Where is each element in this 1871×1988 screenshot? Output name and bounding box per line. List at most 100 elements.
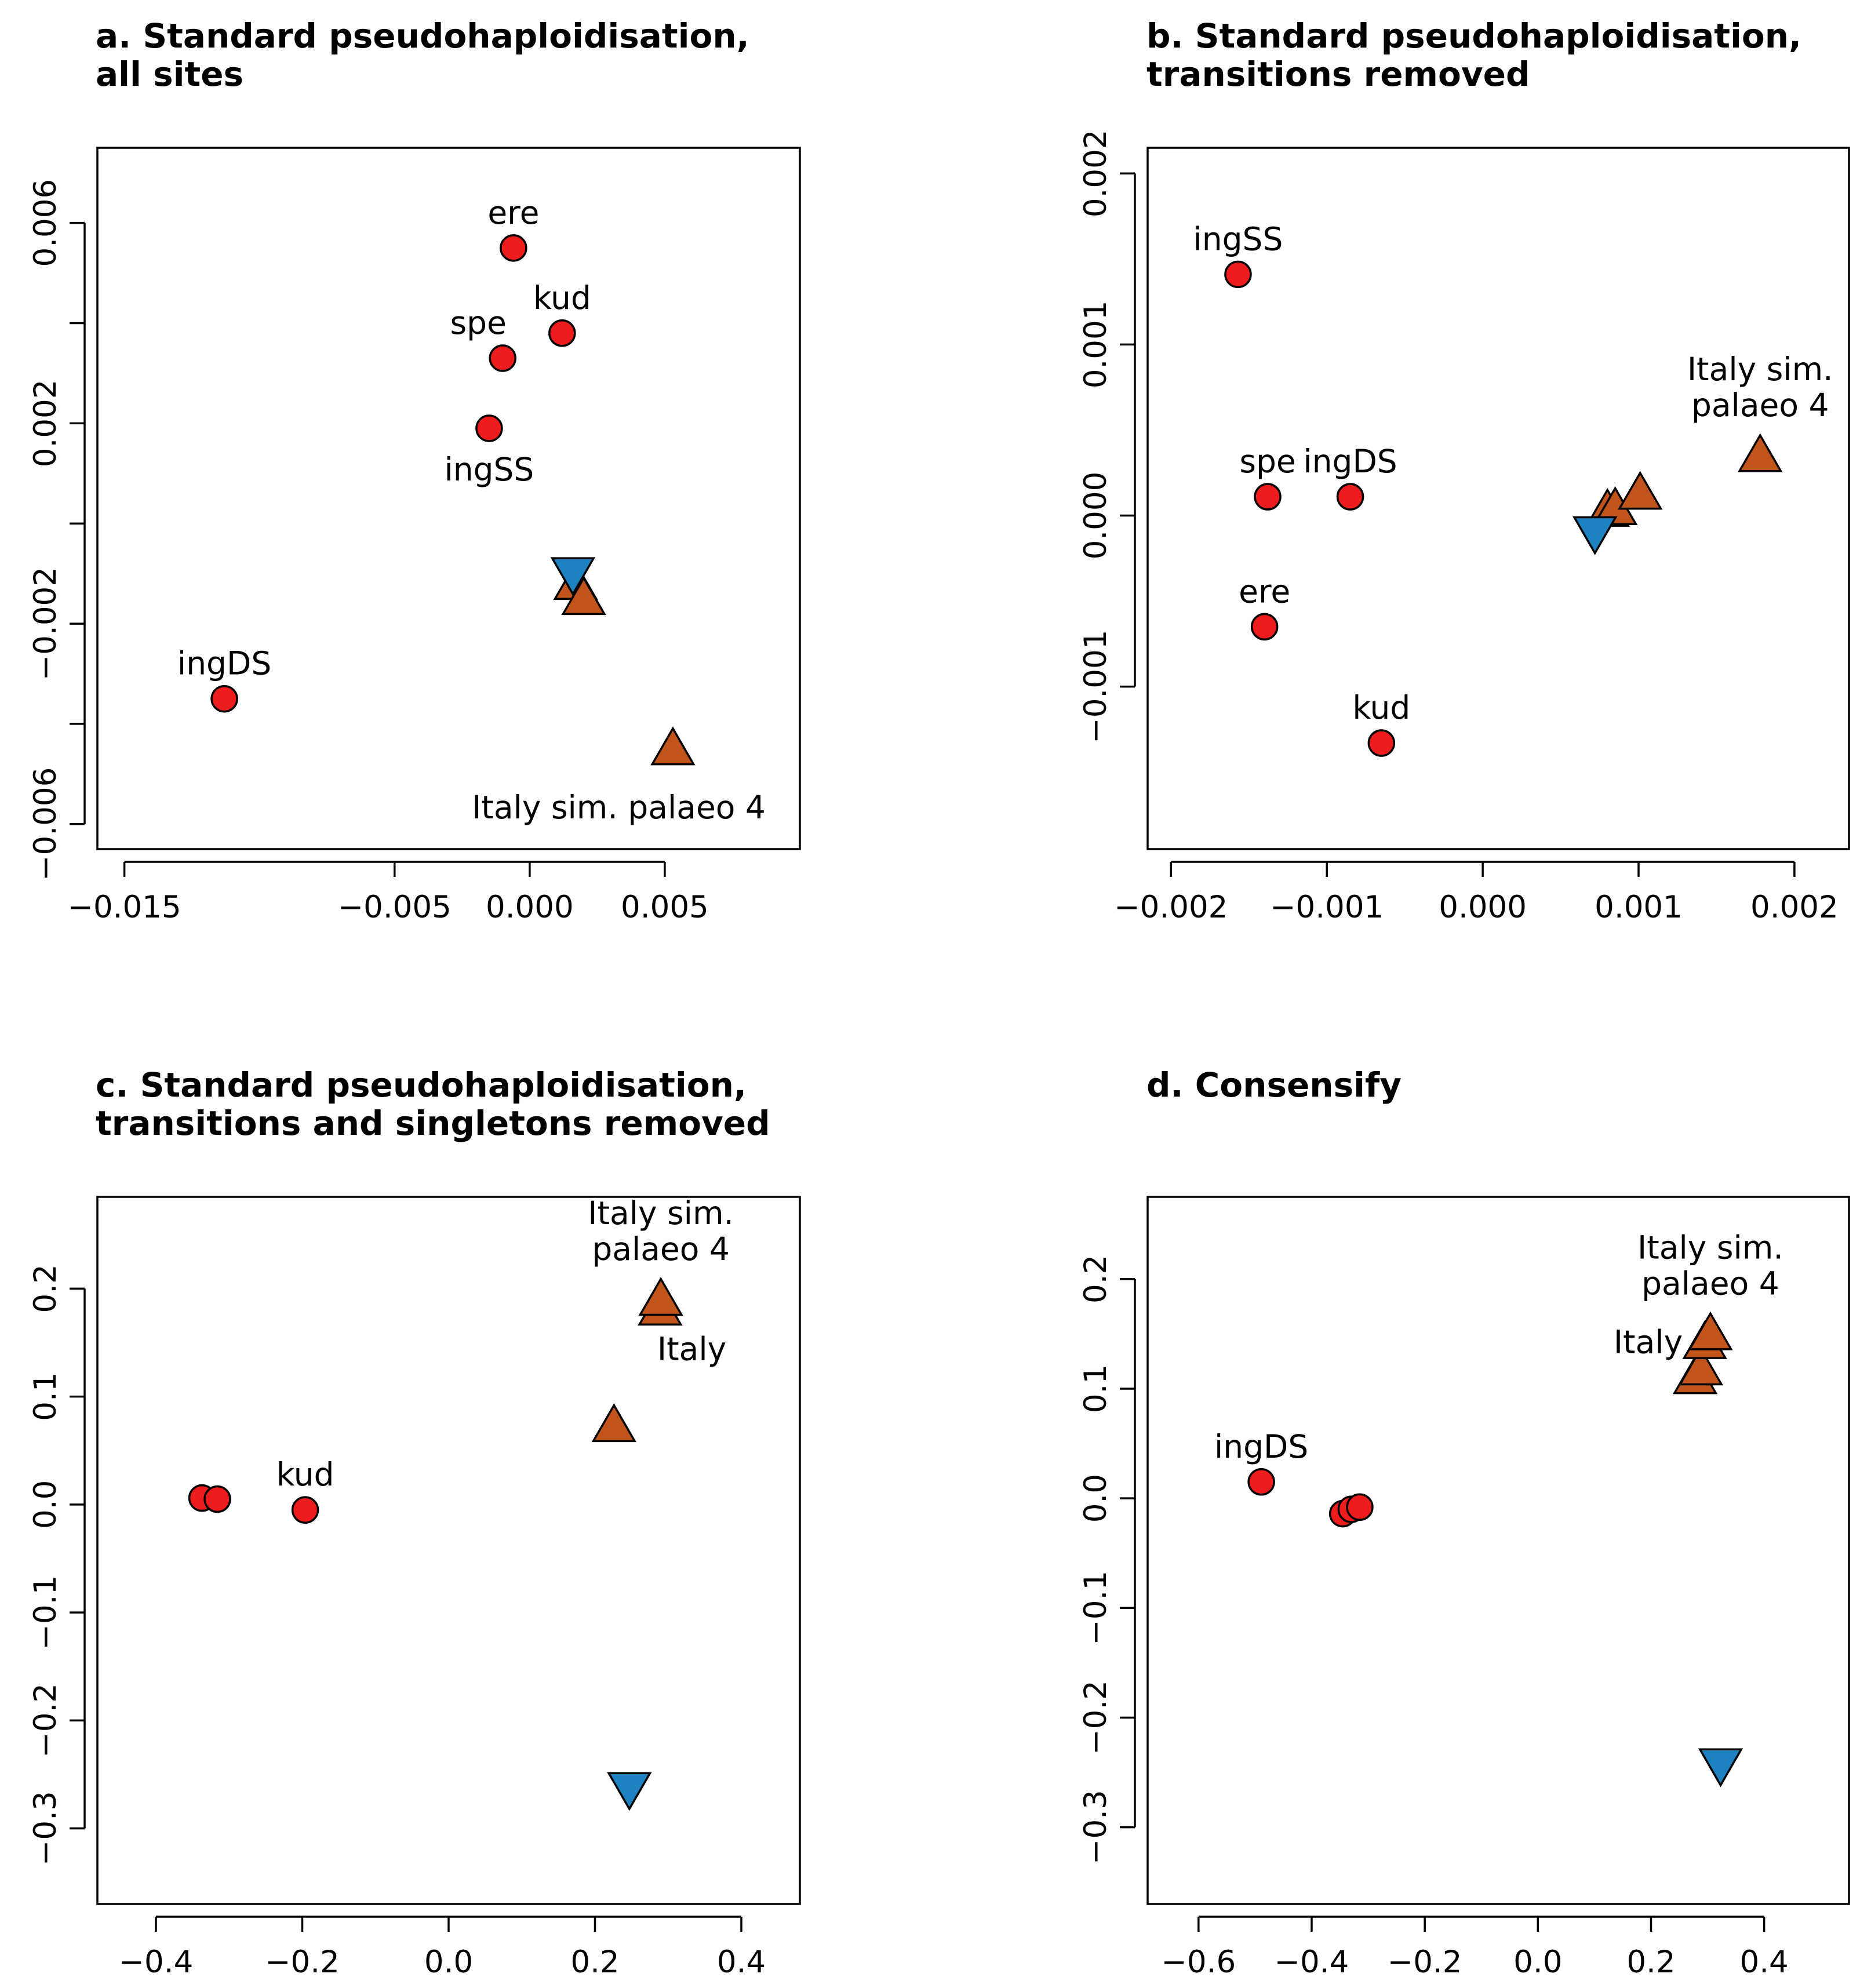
x-axis: −0.6 −0.4 −0.2 0.0 0.2 0.4 xyxy=(1161,1916,1789,1980)
x-tick-label: −0.6 xyxy=(1161,1945,1236,1980)
data-point-triangle-up xyxy=(1617,471,1663,510)
point-label: Italy sim. palaeo 4 xyxy=(1637,1229,1783,1302)
chart-title-line: c. Standard pseudohaploidisation, xyxy=(96,1065,747,1105)
y-tick-label: 0.0 xyxy=(28,1480,63,1529)
panel-c: c. Standard pseudohaploidisation,transit… xyxy=(28,1065,801,1980)
y-tick-label: 0.2 xyxy=(28,1264,63,1313)
panel-d: d. Consensify −0.6 −0.4 −0.2 0.0 0.2 0.4 −0.3 −0… xyxy=(1078,1065,1850,1980)
x-tick-label: −0.005 xyxy=(338,890,452,925)
data-point-triangle-up xyxy=(650,726,696,766)
data-point-triangle-up xyxy=(591,1403,637,1443)
x-tick-label: −0.2 xyxy=(265,1945,340,1980)
x-axis: −0.4 −0.2 0.0 0.2 0.4 xyxy=(119,1916,766,1980)
x-tick-label: 0.4 xyxy=(717,1945,766,1980)
y-axis: −0.3 −0.2 −0.1 0.0 0.1 0.2 xyxy=(1078,1255,1136,1865)
data-point-triangle-down xyxy=(1572,516,1618,555)
x-tick-label: 0.4 xyxy=(1739,1945,1788,1980)
point-label-line: palaeo 4 xyxy=(1691,387,1829,424)
plot-frame xyxy=(1146,147,1850,850)
x-axis: −0.015 −0.005 0.000 0.005 xyxy=(68,861,709,925)
data-point-circle xyxy=(1224,260,1252,289)
x-tick-label: −0.015 xyxy=(68,890,181,925)
data-point-triangle-up xyxy=(561,576,606,616)
data-point-triangle-down xyxy=(607,1772,652,1811)
point-label: ingDS xyxy=(177,645,271,682)
data-point-circle xyxy=(1367,729,1396,757)
chart-title-line: all sites xyxy=(96,54,243,94)
point-label: kud xyxy=(1352,689,1410,726)
data-point-circle xyxy=(203,1485,231,1513)
x-tick-label: 0.000 xyxy=(486,890,574,925)
point-label: spe xyxy=(1239,443,1295,480)
chart-title-line: b. Standard pseudohaploidisation, xyxy=(1146,16,1801,56)
y-axis: −0.3 −0.2 −0.1 0.0 0.1 0.2 xyxy=(28,1264,86,1866)
point-label: ere xyxy=(1239,573,1290,610)
x-tick-label: −0.002 xyxy=(1114,890,1228,925)
point-label-line: palaeo 4 xyxy=(592,1230,730,1268)
point-label: Italy sim. palaeo 4 xyxy=(588,1195,734,1268)
x-tick-label: 0.0 xyxy=(1513,1945,1562,1980)
point-label: ingSS xyxy=(1193,220,1283,257)
x-tick-label: −0.4 xyxy=(1275,1945,1349,1980)
y-tick-label: 0.0 xyxy=(1078,1474,1113,1523)
panel-a: a. Standard pseudohaploidisation,all sit… xyxy=(28,16,801,925)
data-point-circle xyxy=(1336,483,1364,511)
data-point-circle xyxy=(475,414,503,442)
point-label: kud xyxy=(276,1456,334,1493)
chart-title-line: d. Consensify xyxy=(1146,1065,1402,1105)
data-point-triangle-down xyxy=(550,557,596,596)
point-label-line: Italy sim. xyxy=(1687,351,1833,388)
data-point-circle xyxy=(1250,613,1279,641)
chart-title-line: transitions removed xyxy=(1146,54,1530,94)
point-label-line: Italy sim. xyxy=(1637,1229,1783,1266)
y-tick-label: 0.1 xyxy=(28,1372,63,1421)
x-tick-label: −0.2 xyxy=(1388,1945,1462,1980)
point-label: kud xyxy=(533,279,591,316)
chart-title-line: a. Standard pseudohaploidisation, xyxy=(96,16,749,56)
point-label: ingDS xyxy=(1214,1428,1308,1465)
y-tick-label: −0.3 xyxy=(1078,1790,1113,1865)
y-tick-label: −0.2 xyxy=(28,1683,63,1758)
x-axis: −0.002 −0.001 0.000 0.001 0.002 xyxy=(1114,861,1839,925)
y-tick-label: −0.001 xyxy=(1078,630,1113,744)
x-tick-label: 0.0 xyxy=(424,1945,473,1980)
y-axis: −0.001 0.000 0.001 0.002 xyxy=(1078,129,1136,744)
x-tick-label: 0.002 xyxy=(1750,890,1839,925)
point-label: spe xyxy=(450,304,507,341)
data-point-triangle-up xyxy=(1688,1311,1733,1350)
data-point-circle xyxy=(291,1496,319,1524)
data-point-circle xyxy=(1346,1493,1374,1521)
data-point-triangle-up xyxy=(638,1277,683,1316)
data-point-circle xyxy=(1247,1468,1275,1496)
y-tick-label: −0.006 xyxy=(28,767,63,881)
point-label: Italy sim. palaeo 4 xyxy=(1687,351,1833,424)
data-point-circle xyxy=(1254,483,1282,511)
data-point-triangle-down xyxy=(1698,1748,1743,1787)
data-point-circle xyxy=(210,684,238,713)
data-point-circle xyxy=(489,344,516,372)
data-point-triangle-up xyxy=(1678,1346,1724,1386)
x-tick-label: 0.2 xyxy=(570,1945,619,1980)
y-tick-label: 0.000 xyxy=(1078,472,1113,560)
y-tick-label: −0.3 xyxy=(28,1791,63,1866)
y-tick-label: 0.006 xyxy=(28,179,63,267)
point-label: ere xyxy=(487,194,539,231)
x-tick-label: 0.2 xyxy=(1626,1945,1675,1980)
y-tick-label: −0.1 xyxy=(1078,1571,1113,1645)
y-tick-label: 0.001 xyxy=(1078,301,1113,389)
x-tick-label: 0.001 xyxy=(1595,890,1683,925)
point-label: ingSS xyxy=(444,451,534,488)
point-label-line: palaeo 4 xyxy=(1641,1265,1779,1302)
point-label: Italy xyxy=(657,1331,726,1368)
y-tick-label: 0.1 xyxy=(1078,1364,1113,1413)
point-label-line: Italy sim. xyxy=(588,1195,734,1232)
data-point-circle xyxy=(548,319,576,347)
y-tick-label: 0.002 xyxy=(28,379,63,467)
y-tick-label: 0.002 xyxy=(1078,129,1113,217)
x-tick-label: 0.000 xyxy=(1439,890,1527,925)
point-label: Italy xyxy=(1614,1324,1683,1361)
x-tick-label: −0.001 xyxy=(1270,890,1384,925)
y-axis: −0.006 −0.002 0.002 0.006 xyxy=(28,179,86,881)
panel-b: b. Standard pseudohaploidisation,transit… xyxy=(1078,16,1850,925)
point-label: ingDS xyxy=(1303,443,1397,480)
